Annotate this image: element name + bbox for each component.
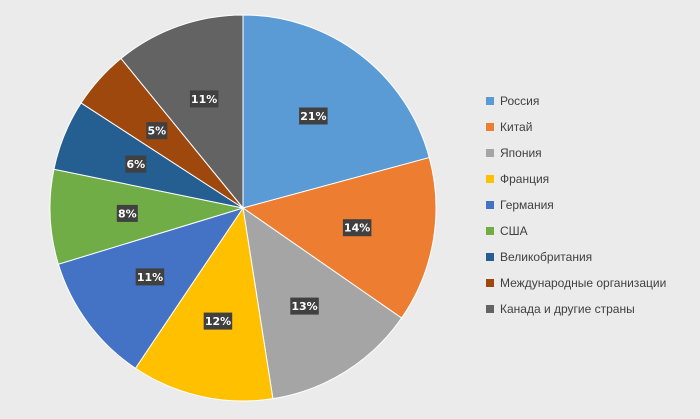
slice-value-text: 8%: [118, 207, 137, 220]
slice-value-label-bg: [203, 312, 233, 330]
slice-value-label-bg: [342, 219, 372, 237]
legend-label: Франция: [500, 172, 550, 186]
pie-slices: [49, 14, 437, 402]
legend-item: Великобритания: [486, 244, 692, 270]
legend-label: Россия: [500, 94, 540, 108]
slice-value-text: 6%: [126, 158, 145, 171]
pie-slice: [134, 206, 274, 402]
pie-slice: [57, 207, 245, 369]
slice-value-label: 11%: [135, 268, 165, 286]
pie-value-labels: 21% 14% 13% 12% 11% 8% 6% 5% 11%: [116, 90, 372, 330]
legend-swatch: [486, 149, 494, 157]
slice-value-label: 6%: [125, 155, 147, 173]
legend-swatch: [486, 175, 494, 183]
legend-label: Международные организации: [500, 276, 667, 290]
legend-item: Международные организации: [486, 270, 692, 296]
legend-item: США: [486, 218, 692, 244]
slice-value-label-bg: [116, 204, 138, 222]
slice-value-label-bg: [125, 155, 147, 173]
legend-label: Китай: [500, 120, 533, 134]
pie-slice: [242, 206, 403, 400]
slice-value-label-bg: [146, 122, 168, 140]
slice-value-label: 12%: [203, 312, 233, 330]
legend-item: Франция: [486, 166, 692, 192]
legend-label: Япония: [500, 146, 542, 160]
slice-value-text: 11%: [137, 271, 163, 284]
slice-value-label-bg: [290, 297, 319, 315]
slice-value-text: 5%: [147, 125, 166, 138]
legend-label: Канада и другие страны: [500, 302, 635, 316]
legend-swatch: [486, 253, 494, 261]
slice-value-text: 13%: [291, 300, 317, 313]
legend-swatch: [486, 201, 494, 209]
slice-value-text: 21%: [300, 110, 326, 123]
legend-item: Канада и другие страны: [486, 296, 692, 322]
pie-slice: [120, 14, 244, 210]
legend-item: Германия: [486, 192, 692, 218]
legend-label: США: [500, 224, 528, 238]
slice-value-label: 13%: [290, 297, 319, 315]
slice-value-label: 14%: [342, 219, 372, 237]
slice-value-label-bg: [135, 268, 165, 286]
slice-value-label: 8%: [116, 204, 138, 222]
slice-value-text: 12%: [205, 315, 231, 328]
slice-value-label: 11%: [189, 90, 219, 108]
pie-slice: [241, 156, 437, 319]
slice-value-label: 5%: [146, 122, 168, 140]
slice-value-label-bg: [299, 107, 328, 125]
legend-swatch: [486, 123, 494, 131]
slice-value-text: 11%: [191, 93, 217, 106]
slice-value-text: 14%: [344, 222, 370, 235]
slice-value-label-bg: [189, 90, 219, 108]
legend-label: Великобритания: [500, 250, 593, 264]
legend-swatch: [486, 227, 494, 235]
pie-slice: [242, 14, 430, 209]
legend-item: Россия: [486, 88, 692, 114]
legend-item: Китай: [486, 114, 692, 140]
legend-label: Германия: [500, 198, 554, 212]
legend-swatch: [486, 97, 494, 105]
pie-slice: [49, 168, 244, 265]
slice-value-label: 21%: [299, 107, 328, 125]
chart-legend: Россия Китай Япония Франция Германия США Велик…: [486, 88, 692, 322]
legend-swatch: [486, 305, 494, 313]
legend-swatch: [486, 279, 494, 287]
legend-item: Япония: [486, 140, 692, 166]
